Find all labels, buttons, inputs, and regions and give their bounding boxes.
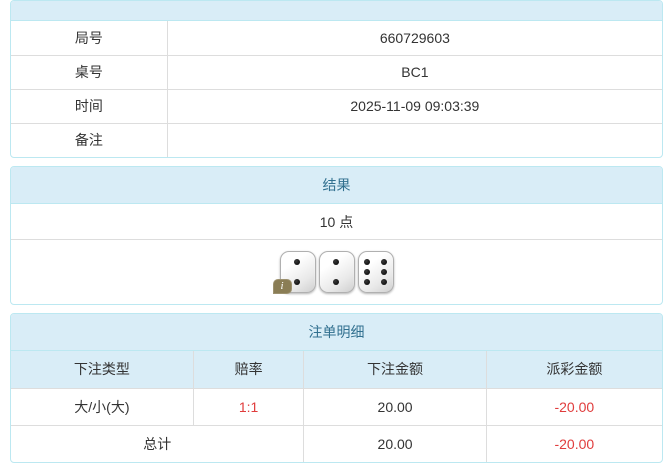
payout-amount-value: -20.00 — [485, 388, 662, 425]
table-row: 备注 — [11, 122, 662, 157]
time-label: 时间 — [11, 88, 168, 123]
col-bet-type: 下注类型 — [11, 351, 194, 389]
game-info-panel-header — [11, 1, 662, 21]
total-row: 总计 20.00 -20.00 — [11, 424, 662, 462]
round-id-label: 局号 — [11, 21, 168, 55]
table-header-row: 下注类型 赔率 下注金额 派彩金额 — [11, 351, 662, 389]
die-wrapper: i — [272, 251, 316, 294]
total-bet-value: 20.00 — [303, 424, 487, 462]
die-wrapper — [357, 251, 394, 293]
table-row: 局号 660729603 — [11, 21, 662, 55]
round-id-value: 660729603 — [379, 29, 450, 46]
bet-amount-value: 20.00 — [303, 388, 487, 425]
bet-details-panel: 注单明细 下注类型 赔率 下注金额 派彩金额 大/小(大) 1:1 20.00 … — [10, 313, 663, 463]
result-panel: 结果 10 点 i — [10, 166, 663, 305]
col-bet-amount: 下注金额 — [303, 351, 487, 389]
remark-label: 备注 — [11, 122, 168, 157]
odds-value: 1:1 — [192, 388, 304, 425]
col-payout-amount: 派彩金额 — [485, 351, 662, 389]
die-3 — [357, 251, 394, 293]
bet-details-title: 注单明细 — [11, 314, 662, 351]
bet-type-value: 大/小(大) — [74, 398, 130, 415]
table-row: 桌号 BC1 — [11, 54, 662, 89]
total-label: 总计 — [11, 424, 304, 462]
col-odds: 赔率 — [192, 351, 304, 389]
dice-row: i — [11, 240, 662, 304]
table-id-label: 桌号 — [11, 54, 168, 89]
total-payout-value: -20.00 — [485, 424, 662, 462]
result-panel-title: 结果 — [11, 167, 662, 204]
remark-value — [167, 122, 662, 157]
info-icon[interactable]: i — [272, 279, 292, 294]
die-wrapper — [318, 251, 355, 293]
game-info-table: 局号 660729603 桌号 BC1 时间 2025-11-09 09:03:… — [11, 21, 662, 157]
bet-details-table: 下注类型 赔率 下注金额 派彩金额 大/小(大) 1:1 20.00 -20.0… — [11, 351, 662, 462]
table-id-value: BC1 — [167, 54, 662, 89]
game-info-panel: 局号 660729603 桌号 BC1 时间 2025-11-09 09:03:… — [10, 0, 663, 158]
time-value: 2025-11-09 09:03:39 — [167, 88, 662, 123]
table-row: 时间 2025-11-09 09:03:39 — [11, 88, 662, 123]
table-row: 大/小(大) 1:1 20.00 -20.00 — [11, 388, 662, 425]
die-2 — [318, 251, 355, 293]
result-points: 10 点 — [11, 204, 662, 240]
